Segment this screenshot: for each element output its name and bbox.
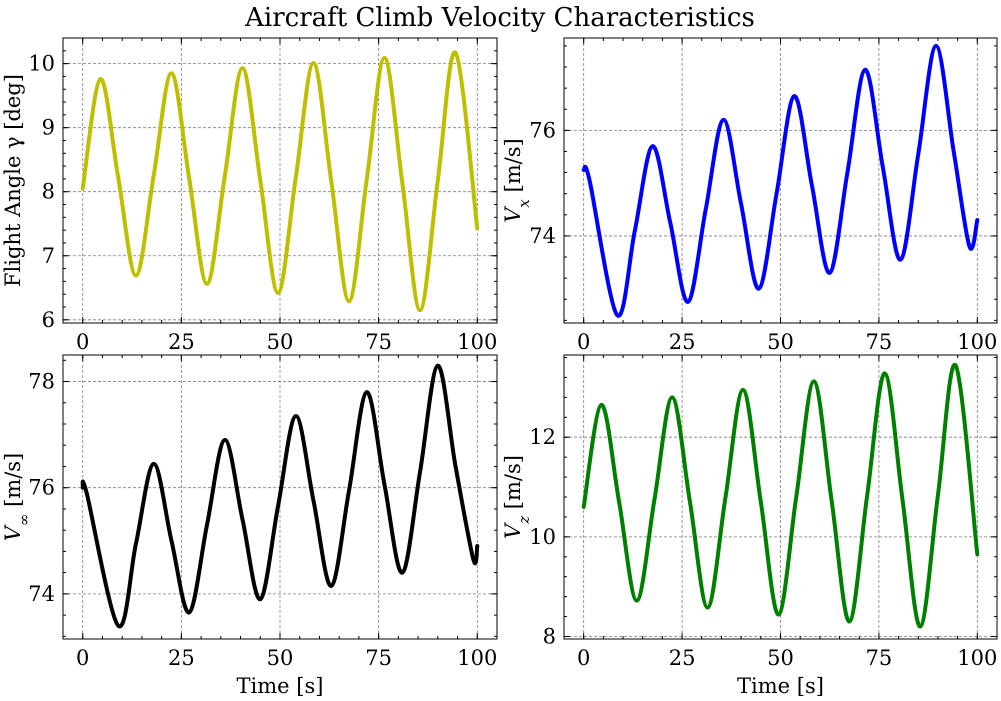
y-tick-label: 6 [42, 308, 55, 332]
subplot-v-infinity: 0 25 50 75 100 74 76 78 V∞ [m/s] Time [s] [1, 354, 498, 698]
x-tick-label: 75 [866, 330, 893, 354]
y-tick-label: 8 [42, 180, 55, 204]
y-tick-label: 7 [42, 244, 55, 268]
x-tick-label: 0 [577, 646, 590, 670]
y-tick-label: 78 [28, 370, 55, 394]
y-tick-label: 76 [529, 118, 556, 142]
y-tick-label: 12 [529, 425, 556, 449]
series-line [581, 362, 980, 629]
y-tick-label: 10 [529, 525, 556, 549]
series-line [80, 363, 480, 629]
x-tick-label: 0 [76, 330, 89, 354]
y-tick-label: 9 [42, 116, 55, 140]
x-tick-label: 100 [457, 646, 497, 670]
y-axis-label: Flight Angle γ [deg] [1, 74, 25, 287]
x-tick-label: 25 [168, 330, 195, 354]
y-tick-label: 76 [28, 476, 55, 500]
x-tick-label: 75 [365, 646, 392, 670]
axes-frame [62, 37, 498, 324]
x-tick-label: 50 [267, 646, 294, 670]
x-tick-label: 0 [577, 330, 590, 354]
axes-frame [563, 37, 998, 324]
y-tick-label: 8 [543, 625, 556, 649]
x-tick-label: 100 [957, 330, 997, 354]
y-tick-label: 10 [28, 52, 55, 76]
x-tick-label: 25 [669, 646, 696, 670]
series-line [581, 43, 980, 318]
y-axis-label: Vz [m/s] [501, 455, 533, 539]
subplot-vz: 0 25 50 75 100 8 10 12 Vz [m/s] Time [s] [501, 354, 998, 698]
series-line [80, 50, 480, 313]
x-tick-label: 25 [168, 646, 195, 670]
x-axis-label: Time [s] [237, 674, 324, 698]
axes-frame [563, 354, 998, 640]
x-tick-label: 50 [767, 330, 794, 354]
x-tick-label: 75 [365, 330, 392, 354]
figure-title: Aircraft Climb Velocity Characteristics [244, 3, 755, 33]
x-tick-label: 100 [957, 646, 997, 670]
y-tick-label: 74 [529, 224, 556, 248]
y-tick-label: 74 [28, 582, 55, 606]
x-tick-label: 50 [767, 646, 794, 670]
x-tick-label: 50 [267, 330, 294, 354]
axes-frame [62, 354, 498, 640]
x-tick-label: 0 [76, 646, 89, 670]
x-tick-label: 75 [866, 646, 893, 670]
x-axis-label: Time [s] [737, 674, 824, 698]
x-tick-label: 100 [457, 330, 497, 354]
y-axis-label: Vx [m/s] [501, 138, 533, 222]
x-tick-label: 25 [669, 330, 696, 354]
y-axis-label: V∞ [m/s] [1, 453, 33, 542]
